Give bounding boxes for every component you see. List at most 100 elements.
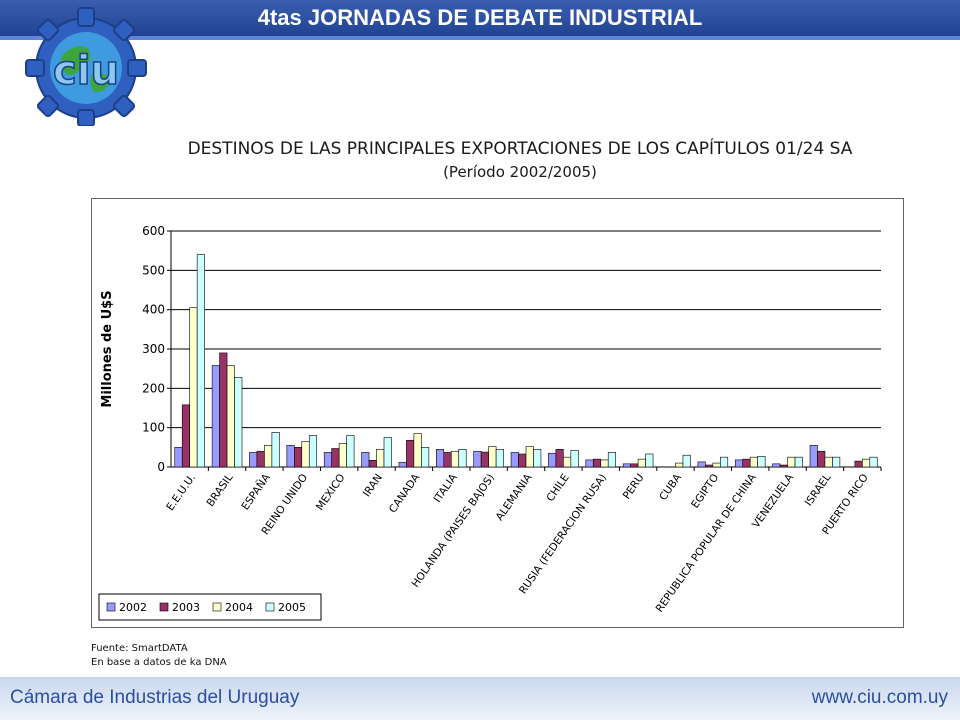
- x-tick-label: CUBA: [657, 471, 684, 503]
- bar: [196, 254, 205, 468]
- bar: [473, 450, 482, 468]
- source-line-1: Fuente: SmartDATA: [91, 643, 188, 654]
- bar: [682, 454, 691, 468]
- bar: [271, 432, 280, 468]
- legend-label: 2003: [172, 601, 200, 614]
- bar: [734, 459, 744, 468]
- bar: [480, 451, 489, 468]
- bar: [211, 365, 220, 468]
- bar: [592, 458, 602, 468]
- x-tick-label: E.E.U.U.: [164, 472, 198, 513]
- bar: [286, 445, 295, 468]
- bar: [338, 443, 347, 468]
- bar: [779, 464, 788, 468]
- bar: [862, 458, 871, 468]
- bar: [346, 435, 355, 468]
- bar: [331, 448, 340, 468]
- bar-chart: 0 100 200 300 400 500 600 Millones de U$S E.E.U.…: [98, 224, 882, 621]
- bar: [376, 449, 385, 468]
- bar: [869, 456, 878, 468]
- bar: [705, 464, 714, 468]
- bar: [458, 449, 467, 468]
- footer-organization: Cámara de Industrias del Uruguay: [10, 687, 300, 708]
- bar: [249, 452, 258, 468]
- bar: [174, 447, 183, 468]
- bar: [600, 459, 609, 468]
- bar: [720, 456, 729, 468]
- y-axis-label: Millones de U$S: [100, 290, 115, 407]
- legend-label: 2004: [225, 601, 253, 614]
- bar: [563, 456, 572, 468]
- bar: [264, 445, 273, 468]
- x-tick-label: ESPAÑA: [239, 471, 274, 513]
- bar: [555, 449, 564, 468]
- y-tick-label: 100: [142, 421, 165, 435]
- bar: [181, 404, 190, 468]
- bar: [757, 456, 766, 468]
- bar: [832, 456, 841, 468]
- header-bar: [0, 0, 960, 40]
- bar: [368, 460, 377, 468]
- bar: [675, 462, 684, 468]
- bar: [645, 453, 654, 468]
- bar: [533, 449, 542, 468]
- x-tick-label: CHILE: [544, 472, 572, 504]
- footer-bar: Cámara de Industrias del Uruguay www.ciu…: [0, 677, 960, 720]
- bar: [772, 463, 781, 468]
- footer-website-link[interactable]: www.ciu.com.uy: [811, 687, 948, 708]
- bar: [570, 450, 579, 468]
- ciu-logo: ciu: [25, 7, 147, 126]
- x-tick-label: ITALIA: [432, 471, 461, 505]
- bar: [256, 450, 265, 468]
- y-tick-label: 200: [142, 381, 165, 395]
- bar: [406, 439, 415, 468]
- chart-subtitle: (Período 2002/2005): [443, 163, 597, 181]
- bar: [742, 458, 751, 468]
- legend-swatch: [159, 602, 169, 612]
- bar: [809, 445, 818, 468]
- source-line-2: En base a datos de ka DNA: [91, 657, 227, 668]
- logo-text: ciu: [53, 48, 119, 94]
- bar: [361, 452, 370, 468]
- x-tick-label: ALEMANIA: [494, 471, 535, 523]
- x-tick-label: EGIPTO: [689, 472, 721, 511]
- y-tick-label: 400: [142, 303, 165, 317]
- bar: [854, 460, 863, 468]
- bar: [787, 456, 796, 468]
- bar: [189, 307, 198, 468]
- bar: [518, 453, 527, 468]
- header-title: 4tas JORNADAS DE DEBATE INDUSTRIAL: [257, 5, 703, 30]
- bar: [234, 377, 243, 468]
- bar: [712, 462, 721, 468]
- bar: [436, 449, 445, 468]
- bar: [749, 456, 758, 468]
- x-tick-label: CANADA: [387, 471, 423, 515]
- bar: [510, 452, 519, 468]
- bar: [488, 446, 497, 468]
- bar: [398, 461, 407, 468]
- x-tick-label: HOLANDA (PAISES BAJOS): [410, 472, 498, 590]
- bar: [308, 435, 318, 468]
- bar: [226, 365, 235, 468]
- bar: [301, 441, 310, 468]
- x-tick-label: ISRAEL: [803, 472, 834, 509]
- legend-label: 2002: [119, 601, 147, 614]
- y-tick-label: 300: [142, 342, 165, 356]
- bar: [383, 437, 392, 468]
- legend-swatch: [265, 602, 275, 612]
- bar: [294, 447, 303, 468]
- bar: [421, 447, 430, 468]
- bar: [637, 458, 646, 468]
- bar: [443, 452, 452, 468]
- bar: [585, 459, 594, 468]
- bar: [630, 463, 639, 468]
- x-tick-label: BRASIL: [205, 472, 236, 509]
- bar: [323, 452, 332, 468]
- y-tick-label: 600: [142, 224, 165, 238]
- legend: [98, 593, 322, 621]
- legend-label: 2005: [278, 601, 306, 614]
- y-tick-label: 0: [157, 460, 165, 474]
- bar: [824, 456, 833, 468]
- bar: [219, 352, 228, 468]
- chart-title: DESTINOS DE LAS PRINCIPALES EXPORTACIONE…: [187, 139, 853, 159]
